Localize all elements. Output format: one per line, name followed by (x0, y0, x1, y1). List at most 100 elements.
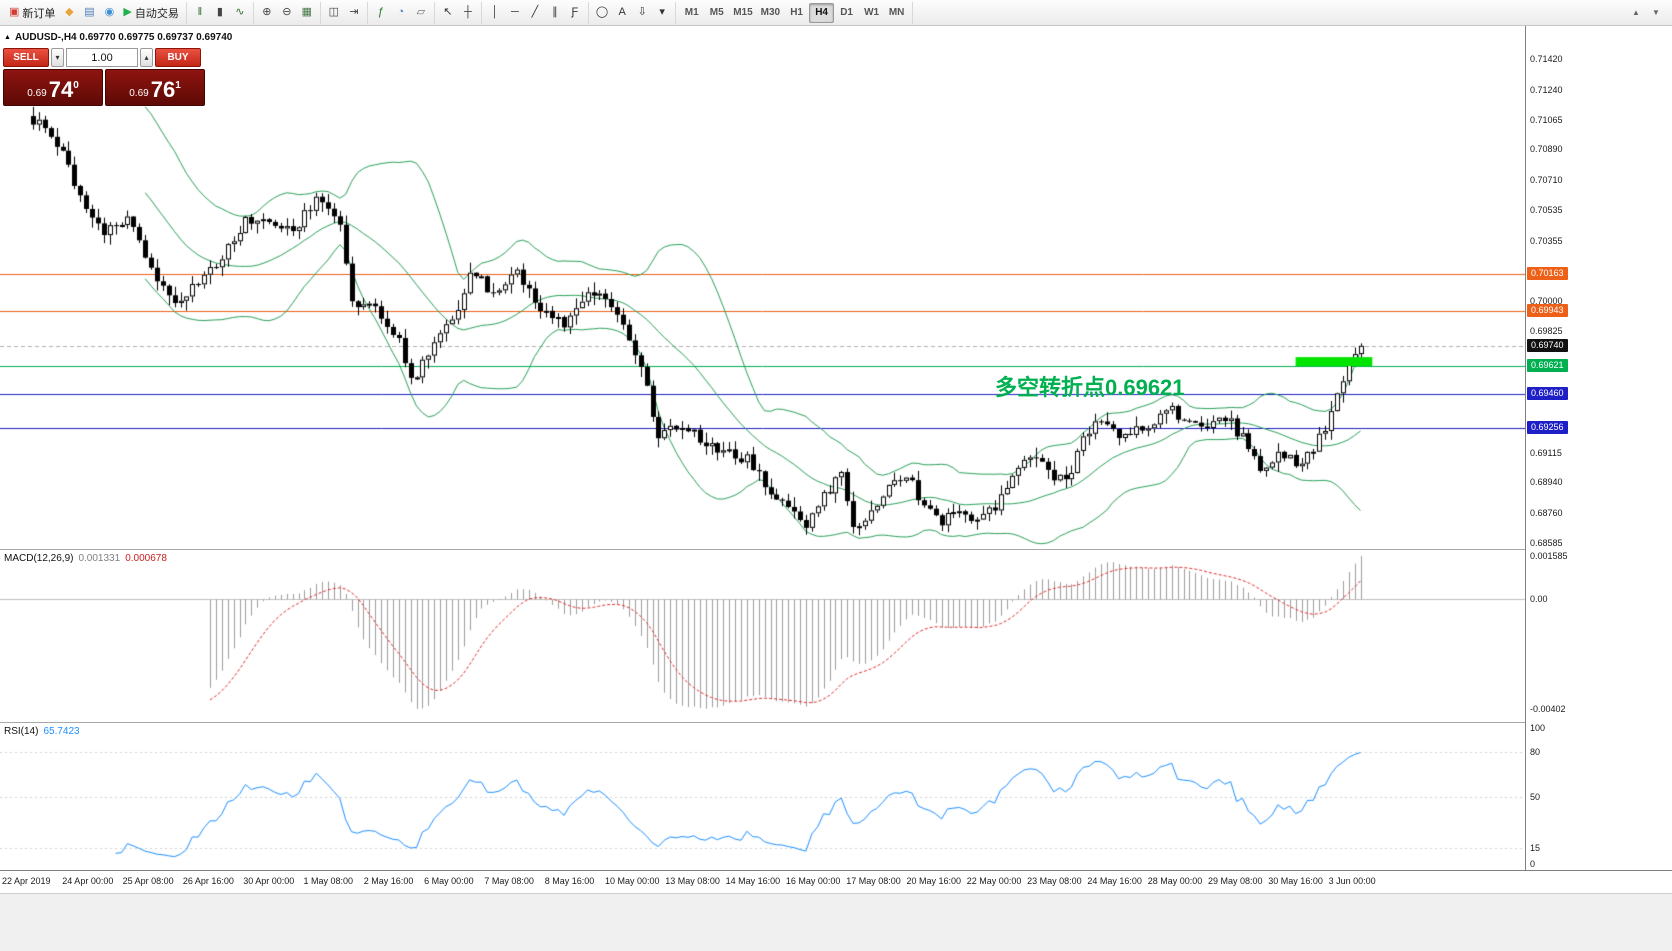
macd-scale-label: 0.001585 (1530, 550, 1568, 561)
timeframe-m5-button[interactable]: M5 (709, 7, 724, 18)
rsi-value: 65.7423 (43, 726, 80, 737)
price-axis-column[interactable]: 0.71420 0.71240 0.71065 0.70890 0.70710 0.705… (1525, 26, 1672, 870)
sell-price-pip: 0 (73, 80, 79, 91)
panel-splitter-macd[interactable] (0, 549, 1672, 550)
time-label: 24 May 16:00 (1087, 876, 1142, 886)
time-label: 30 Apr 00:00 (243, 876, 295, 886)
timeframe-d1-button[interactable]: D1 (840, 7, 853, 18)
trade-prices-row: 0.69 74 0 0.69 76 1 (3, 69, 205, 106)
toolbar-right-group: ▲ ▼ (1623, 2, 1670, 24)
time-label: 7 May 08:00 (484, 876, 534, 886)
time-label: 14 May 16:00 (725, 876, 781, 886)
sell-price-big: 74 (48, 77, 74, 102)
timeframe-w1-button[interactable]: W1 (864, 7, 880, 18)
chart-bars-button[interactable]: ‖ (190, 3, 210, 23)
toolbar-group: ◯ A ⇩ ▾ (589, 1, 677, 24)
zoom-out-button[interactable]: ⊖ (277, 3, 297, 23)
autotrade-button[interactable]: ▶ 自动交易 (119, 3, 182, 23)
scroll-up-button[interactable]: ▲ (1626, 3, 1646, 23)
panel-splitter-rsi[interactable] (0, 722, 1672, 723)
macd-scale-label: -0.00402 (1530, 703, 1566, 714)
price-tick-label: 0.70355 (1530, 235, 1563, 246)
indicators-button[interactable]: ƒ (371, 3, 391, 23)
timeframe-m30-button[interactable]: M30 (760, 7, 781, 18)
time-label: 2 May 16:00 (363, 876, 414, 886)
chart-expand-icon[interactable]: ▲ (4, 34, 11, 41)
horizontal-line-icon: ─ (510, 6, 519, 18)
fibonacci-button[interactable]: Ƒ (565, 3, 585, 23)
zoom-in-icon: ⊕ (262, 6, 272, 18)
timeframe-h1-button[interactable]: H1 (790, 7, 803, 18)
scroll-up-icon: ▲ (1632, 7, 1640, 17)
autotrade-icon: ▶ (123, 6, 132, 18)
new-order-button[interactable]: ▣ 新订单 (5, 3, 59, 23)
cursor-button[interactable]: ↖ (438, 3, 458, 23)
volume-up-button[interactable]: ▴ (140, 48, 153, 67)
time-axis[interactable]: 22 Apr 2019 24 Apr 00:00 25 Apr 08:00 26 Ap… (0, 870, 1672, 893)
price-chart-canvas[interactable] (0, 26, 1525, 549)
scroll-down-icon: ▼ (1652, 7, 1660, 17)
auto-scroll-button[interactable]: ▦ (297, 3, 317, 23)
objects-list-button[interactable]: ◔ (391, 3, 411, 23)
scroll-down-button[interactable]: ▼ (1646, 3, 1666, 23)
toolbar-group: ‖ ▮ ∿ (187, 1, 254, 24)
mql5-market-button[interactable]: ◆ (59, 3, 79, 23)
buy-price-big: 76 (150, 77, 176, 102)
shapes-button[interactable]: ◯ (592, 3, 612, 23)
charts-button[interactable]: ▤ (79, 3, 99, 23)
time-label: 8 May 16:00 (544, 876, 595, 886)
equidistant-channel-button[interactable]: ∥ (545, 3, 565, 23)
chart-candles-icon: ▮ (216, 6, 223, 18)
sell-button[interactable]: SELL (3, 48, 49, 67)
chart-candles-button[interactable]: ▮ (210, 3, 230, 23)
charts-icon: ▤ (84, 6, 95, 18)
volume-input[interactable] (66, 48, 138, 67)
time-label: 20 May 16:00 (906, 876, 962, 886)
crosshair-button[interactable]: ┼ (458, 3, 478, 23)
trendline-button[interactable]: ╱ (525, 3, 545, 23)
objects-list-icon: ◔ (397, 6, 405, 18)
chart-line-button[interactable]: ∿ (230, 3, 250, 23)
time-label: 6 May 00:00 (424, 876, 474, 886)
community-button[interactable]: ◉ (99, 3, 119, 23)
macd-canvas[interactable] (0, 550, 1525, 722)
objects-dropdown-button[interactable]: ▾ (652, 3, 672, 23)
chart-shift-button[interactable]: ⇥ (344, 3, 364, 23)
tile-windows-button[interactable]: ◫ (324, 3, 344, 23)
buy-price-display[interactable]: 0.69 76 1 (105, 69, 205, 106)
timeframe-m1-button[interactable]: M1 (684, 7, 699, 18)
timeframe-h4-button[interactable]: H4 (809, 2, 835, 23)
macd-scale-label: 0.00 (1530, 594, 1548, 605)
timeframe-m15-button[interactable]: M15 (733, 7, 753, 18)
rsi-scale-label: 15 (1530, 842, 1541, 853)
zoom-in-button[interactable]: ⊕ (257, 3, 277, 23)
vertical-line-button[interactable]: │ (485, 3, 505, 23)
volume-down-button[interactable]: ▾ (51, 48, 64, 67)
rsi-canvas[interactable] (0, 723, 1525, 870)
toolbar-group: ƒ ◔ ▱ (368, 1, 435, 24)
mql5-market-icon: ◆ (65, 6, 74, 18)
price-badge: 0.69621 (1527, 359, 1568, 373)
one-click-trade-panel: SELL ▾ ▴ BUY 0.69 74 0 0.69 76 1 (3, 48, 205, 106)
timeframe-mn-button[interactable]: MN (888, 7, 905, 18)
trade-controls-row: SELL ▾ ▴ BUY (3, 48, 205, 67)
rsi-scale-label: 0 (1530, 859, 1536, 869)
arrows-button[interactable]: ⇩ (632, 3, 652, 23)
time-label: 25 Apr 08:00 (122, 876, 174, 886)
time-label: 10 May 00:00 (605, 876, 660, 886)
templates-button[interactable]: ▱ (411, 3, 431, 23)
text-button[interactable]: A (612, 3, 632, 23)
templates-icon: ▱ (416, 6, 426, 18)
bottom-strip (0, 893, 1672, 951)
time-label: 24 Apr 00:00 (62, 876, 114, 886)
price-tick-label: 0.71420 (1530, 54, 1563, 64)
chart-line-icon: ∿ (235, 6, 245, 18)
fibonacci-icon: Ƒ (571, 6, 579, 18)
toolbar-group: ⊕ ⊖ ▦ (254, 1, 321, 24)
buy-button[interactable]: BUY (155, 48, 201, 67)
sell-price-display[interactable]: 0.69 74 0 (3, 69, 103, 106)
horizontal-line-button[interactable]: ─ (505, 3, 525, 23)
macd-signal-value: 0.000678 (125, 553, 167, 564)
shapes-icon: ◯ (595, 6, 609, 18)
chart-bars-icon: ‖ (197, 6, 203, 18)
